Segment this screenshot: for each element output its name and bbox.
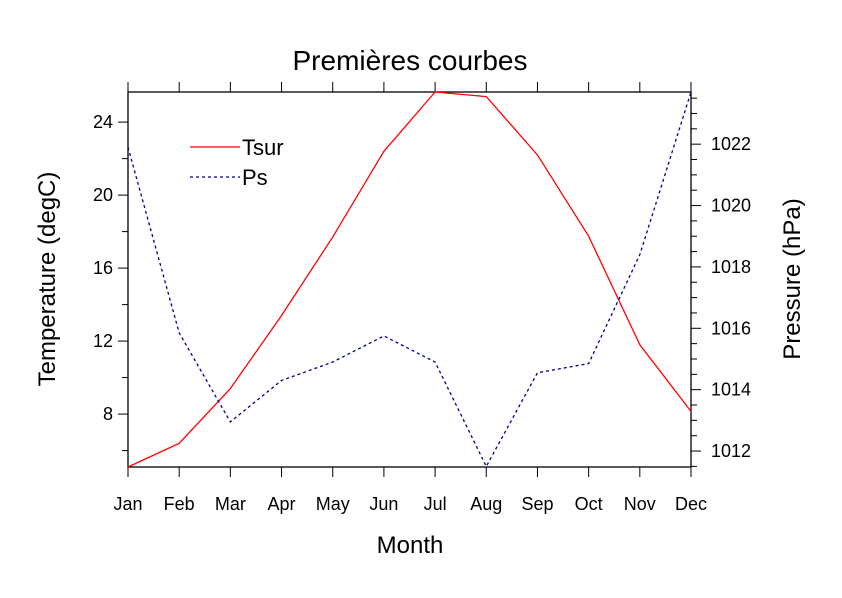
x-tick-label: Dec	[675, 494, 707, 514]
y-right-tick-label: 1022	[711, 134, 751, 154]
x-tick-label: Feb	[164, 494, 195, 514]
y-right-tick-label: 1012	[711, 441, 751, 461]
y-right-tick-label: 1018	[711, 257, 751, 277]
y-right-tick-label: 1014	[711, 380, 751, 400]
y-tick-label: 16	[93, 258, 113, 278]
x-tick-label: Jul	[424, 494, 447, 514]
x-tick-label: Mar	[215, 494, 246, 514]
plot-frame	[127, 91, 692, 468]
y-tick-label: 24	[93, 112, 113, 132]
y-tick-label: 8	[103, 404, 113, 424]
series-line-ps	[127, 91, 692, 468]
x-tick-label: Apr	[268, 494, 296, 514]
series-line-tsur	[127, 91, 692, 468]
y-tick-label: 12	[93, 331, 113, 351]
x-tick-label: Oct	[575, 494, 603, 514]
y-right-tick-label: 1020	[711, 196, 751, 216]
y-axis-label-right: Pressure (hPa)	[779, 198, 806, 359]
x-tick-label: May	[316, 494, 350, 514]
x-tick-label: Nov	[624, 494, 656, 514]
x-tick-label: Sep	[521, 494, 553, 514]
chart-title: Premières courbes	[293, 45, 528, 76]
x-tick-label: Jan	[113, 494, 142, 514]
legend-label-ps: Ps	[242, 165, 268, 190]
x-tick-label: Jun	[369, 494, 398, 514]
y-axis-label-left: Temperature (degC)	[34, 172, 61, 387]
y-tick-label: 20	[93, 185, 113, 205]
legend-label-tsur: Tsur	[242, 135, 284, 160]
x-axis-label: Month	[377, 532, 444, 559]
x-tick-label: Aug	[470, 494, 502, 514]
y-right-tick-label: 1016	[711, 318, 751, 338]
